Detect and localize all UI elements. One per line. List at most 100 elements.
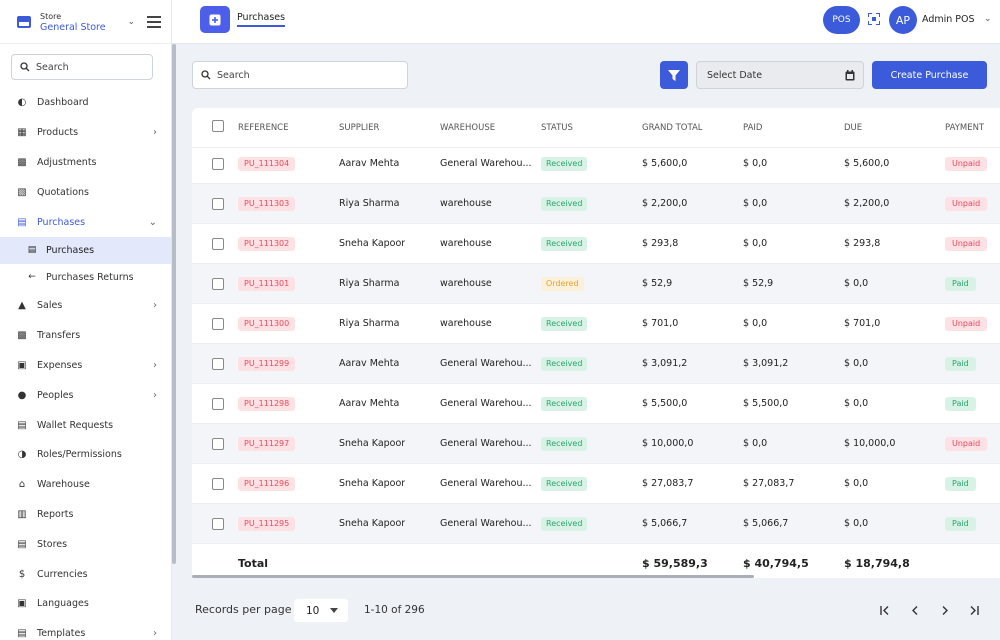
sidebar-search-input[interactable]: Search [11, 54, 153, 80]
avatar[interactable]: AP [889, 6, 917, 34]
sidebar-item-purchases[interactable]: ▤ Purchases ⌄ [0, 207, 171, 237]
due-cell: $ 10,000,0 [844, 438, 896, 449]
records-per-page-select[interactable]: 10 [294, 599, 348, 622]
row-checkbox[interactable] [212, 157, 224, 170]
sidebar-item-currencies[interactable]: $ Currencies [0, 559, 171, 589]
paid-cell: $ 0,0 [743, 438, 768, 449]
row-checkbox[interactable] [212, 317, 224, 330]
row-checkbox[interactable] [212, 277, 224, 290]
chevron-down-icon[interactable]: ⌄ [127, 16, 135, 27]
user-name[interactable]: Admin POS [922, 14, 975, 25]
fullscreen-icon[interactable] [868, 13, 880, 25]
user-icon: ● [17, 389, 27, 401]
row-checkbox[interactable] [212, 517, 224, 530]
row-checkbox[interactable] [212, 197, 224, 210]
create-purchase-button[interactable]: Create Purchase [872, 61, 987, 89]
sidebar-item-templates[interactable]: ▤ Templates › [0, 619, 171, 640]
table-row[interactable]: PU_111297 Sneha Kapoor General Warehou... R… [192, 424, 1000, 464]
date-placeholder: Select Date [707, 69, 763, 81]
sidebar-item-transfers[interactable]: ▩ Transfers [0, 321, 171, 351]
sidebar-item-warehouse[interactable]: ⌂ Warehouse [0, 470, 171, 500]
header-payment[interactable]: PAYMENT [945, 122, 985, 133]
store-caption: Store [40, 11, 62, 21]
last-page-icon[interactable] [964, 601, 984, 619]
table-row[interactable]: PU_111304 Aarav Mehta General Warehou... Re… [192, 144, 1000, 184]
date-picker[interactable]: Select Date [696, 61, 864, 89]
reference-badge[interactable]: PU_111302 [238, 236, 296, 251]
row-checkbox[interactable] [212, 397, 224, 410]
search-input[interactable]: Search [192, 61, 408, 89]
chevron-down-icon[interactable]: ⌄ [984, 14, 992, 24]
sidebar-item-stores[interactable]: ▤ Stores [0, 529, 171, 559]
paid-cell: $ 52,9 [743, 278, 774, 289]
row-checkbox[interactable] [212, 237, 224, 250]
header-due[interactable]: DUE [844, 122, 863, 133]
header-paid[interactable]: PAID [743, 122, 763, 133]
table-row[interactable]: PU_111300 Riya Sharma warehouse Received $ 7… [192, 304, 1000, 344]
filter-button[interactable] [660, 61, 688, 89]
status-badge: Received [541, 436, 588, 451]
receipt-icon: ▤ [17, 216, 27, 228]
reference-badge[interactable]: PU_111304 [238, 156, 296, 171]
arrow-left-icon: ← [28, 272, 36, 283]
table-row[interactable]: PU_111302 Sneha Kapoor warehouse Received $ … [192, 224, 1000, 264]
reference-badge[interactable]: PU_111298 [238, 396, 296, 411]
header-supplier[interactable]: SUPPLIER [339, 122, 380, 133]
sidebar-item-dashboard[interactable]: ◐ Dashboard [0, 88, 171, 118]
reference-badge[interactable]: PU_111301 [238, 276, 296, 291]
table-row[interactable]: PU_111303 Riya Sharma warehouse Received $ 2… [192, 184, 1000, 224]
sidebar-item-quotations[interactable]: ▧ Quotations [0, 177, 171, 207]
store-switcher[interactable]: Store General Store ⌄ [0, 0, 171, 44]
sidebar-item-peoples[interactable]: ● Peoples › [0, 380, 171, 410]
sidebar-item-reports[interactable]: ▥ Reports [0, 500, 171, 530]
table-row[interactable]: PU_111298 Aarav Mehta General Warehou... Re… [192, 384, 1000, 424]
sidebar-item-products[interactable]: ▦ Products › [0, 118, 171, 148]
store-icon [17, 15, 31, 28]
due-cell: $ 0,0 [844, 358, 869, 369]
reference-badge[interactable]: PU_111296 [238, 476, 296, 491]
reference-badge[interactable]: PU_111297 [238, 436, 296, 451]
page-title[interactable]: Purchases [237, 12, 286, 27]
menu-toggle-icon[interactable] [147, 15, 161, 28]
sidebar-subitem-purchases[interactable]: ▤ Purchases [0, 236, 171, 264]
grand-total-cell: $ 3,091,2 [642, 358, 688, 369]
next-page-icon[interactable] [935, 601, 955, 619]
sidebar-item-label: Expenses [37, 359, 83, 371]
new-purchase-button[interactable] [200, 6, 230, 33]
pos-button[interactable]: POS [823, 6, 860, 34]
due-cell: $ 0,0 [844, 278, 869, 289]
sidebar-item-adjustments[interactable]: ▩ Adjustments [0, 148, 171, 178]
row-checkbox[interactable] [212, 437, 224, 450]
header-reference[interactable]: REFERENCE [238, 122, 289, 133]
row-checkbox[interactable] [212, 477, 224, 490]
table-row[interactable]: PU_111295 Sneha Kapoor General Warehou... R… [192, 504, 1000, 544]
table-horizontal-scrollbar[interactable] [192, 575, 754, 578]
total-paid: $ 40,794,5 [743, 556, 809, 570]
reference-badge[interactable]: PU_111300 [238, 316, 296, 331]
previous-page-icon[interactable] [905, 601, 925, 619]
table-row[interactable]: PU_111299 Aarav Mehta General Warehou... Re… [192, 344, 1000, 384]
paid-cell: $ 27,083,7 [743, 478, 795, 489]
sidebar-scrollbar[interactable] [172, 44, 176, 564]
sidebar-item-sales[interactable]: ▲ Sales › [0, 291, 171, 321]
total-grand-total: $ 59,589,3 [642, 556, 708, 570]
reference-badge[interactable]: PU_111303 [238, 196, 296, 211]
reference-badge[interactable]: PU_111299 [238, 356, 296, 371]
sidebar-subitem-purchases-returns[interactable]: ← Purchases Returns [0, 264, 171, 291]
status-badge: Received [541, 196, 588, 211]
first-page-icon[interactable] [875, 601, 895, 619]
sidebar-item-expenses[interactable]: ▣ Expenses › [0, 351, 171, 381]
header-warehouse[interactable]: WAREHOUSE [440, 122, 496, 133]
row-checkbox[interactable] [212, 357, 224, 370]
sidebar-item-languages[interactable]: ▣ Languages [0, 589, 171, 619]
table-row[interactable]: PU_111296 Sneha Kapoor General Warehou... R… [192, 464, 1000, 504]
due-cell: $ 0,0 [844, 398, 869, 409]
reference-badge[interactable]: PU_111295 [238, 516, 296, 531]
sidebar-item-roles-permissions[interactable]: ◑ Roles/Permissions [0, 440, 171, 470]
table-row[interactable]: PU_111301 Riya Sharma warehouse Ordered $ 52… [192, 264, 1000, 304]
select-all-checkbox[interactable] [212, 120, 224, 132]
header-grand-total[interactable]: GRAND TOTAL [642, 122, 703, 133]
supplier-cell: Riya Sharma [339, 278, 400, 289]
sidebar-item-wallet-requests[interactable]: ▤ Wallet Requests [0, 410, 171, 440]
header-status[interactable]: STATUS [541, 122, 573, 133]
